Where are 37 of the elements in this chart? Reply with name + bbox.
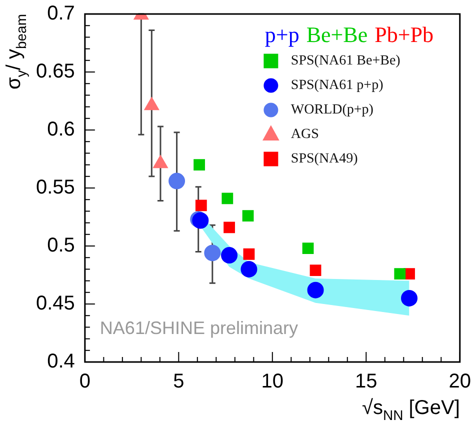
point xyxy=(195,200,207,212)
x-tick-label: 0 xyxy=(79,370,90,393)
point xyxy=(224,222,235,234)
x-tick-label: 15 xyxy=(355,370,378,393)
point xyxy=(394,268,406,280)
y-tick-label: 0.55 xyxy=(36,176,75,199)
legend-label: SPS(NA49) xyxy=(290,152,358,167)
annotation: Pb+Pb xyxy=(374,22,434,47)
y-tick-label: 0.65 xyxy=(36,60,75,83)
x-tick-label: 10 xyxy=(261,370,284,393)
point xyxy=(307,282,324,298)
y-tick-label: 0.5 xyxy=(47,234,75,257)
annotation: Be+Be xyxy=(306,22,368,47)
point xyxy=(204,244,221,262)
point xyxy=(302,242,314,254)
legend-label: SPS(NA61 Be+Be) xyxy=(290,54,401,69)
point xyxy=(168,172,186,190)
point xyxy=(194,159,205,170)
point xyxy=(243,248,255,260)
annotation: NA61/SHINE preliminary xyxy=(100,318,298,338)
point xyxy=(221,247,238,264)
y-tick-label: 0.45 xyxy=(36,292,75,315)
x-tick-label: 5 xyxy=(173,370,184,393)
legend-label: AGS xyxy=(290,127,319,142)
point xyxy=(222,192,234,204)
y-tick-label: 0.4 xyxy=(47,350,75,373)
point xyxy=(240,260,258,278)
legend-label: SPS(NA61 p+p) xyxy=(290,78,384,94)
y-tick-label: 0.7 xyxy=(47,2,75,25)
x-tick-label: 20 xyxy=(448,370,471,393)
legend-label: WORLD(p+p) xyxy=(290,102,374,118)
point xyxy=(310,264,322,276)
point xyxy=(242,210,254,222)
y-tick-label: 0.6 xyxy=(47,118,75,141)
point xyxy=(401,290,418,306)
y-axis-title: σy/ ybeam xyxy=(3,14,29,90)
annotation: p+p xyxy=(264,22,300,47)
